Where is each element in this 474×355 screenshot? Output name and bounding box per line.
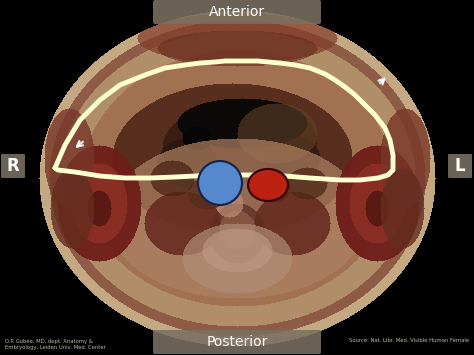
FancyBboxPatch shape <box>1 154 25 178</box>
Text: Anterior: Anterior <box>209 5 265 19</box>
Text: ©©©©: ©©©© <box>225 340 249 345</box>
Text: R: R <box>7 157 19 175</box>
FancyBboxPatch shape <box>153 0 321 24</box>
Text: O.P. Gobée, MD, dept. Anatomy &
Embryology, Leiden Univ. Med. Center: O.P. Gobée, MD, dept. Anatomy & Embryolo… <box>5 338 106 350</box>
Circle shape <box>198 161 242 205</box>
Text: Source: Nat. Libr. Med. Visible Human Female: Source: Nat. Libr. Med. Visible Human Fe… <box>349 338 469 343</box>
FancyBboxPatch shape <box>448 154 472 178</box>
Text: Posterior: Posterior <box>206 335 268 349</box>
FancyBboxPatch shape <box>153 330 321 354</box>
Ellipse shape <box>248 169 288 201</box>
Text: L: L <box>455 157 465 175</box>
